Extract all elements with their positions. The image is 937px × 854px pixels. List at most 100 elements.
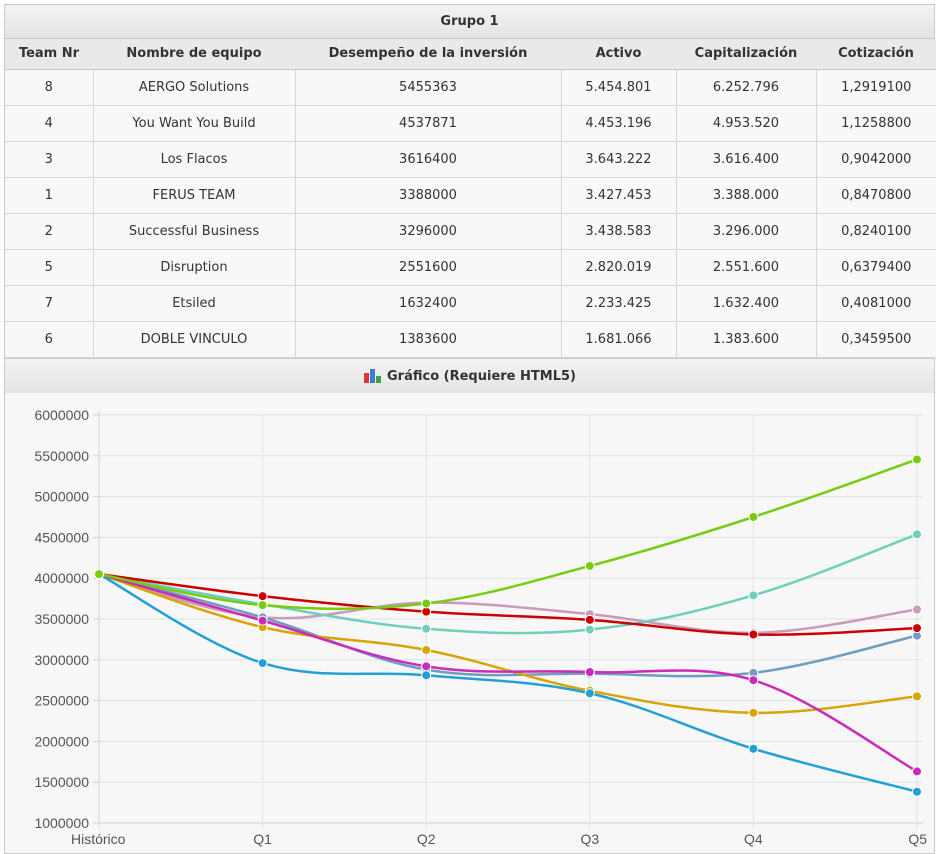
table-row[interactable]: 7 Etsiled 1632400 2.233.425 1.632.400 0,40810…: [5, 285, 936, 322]
data-point: [912, 691, 922, 702]
data-point: [748, 707, 759, 718]
capitalization-cell: 2.551.600: [676, 249, 817, 286]
line-chart: 1000000 1500000 2000000 2500000 3000000 35000…: [5, 393, 934, 853]
assets-cell: 5.454.801: [561, 69, 677, 106]
capitalization-cell: 6.252.796: [676, 69, 817, 106]
capitalization-cell: 3.296.000: [676, 213, 817, 250]
data-point: [584, 614, 595, 625]
data-point: [421, 645, 432, 656]
team-nr-cell: 7: [5, 285, 94, 322]
table-row[interactable]: 3 Los Flacos 3616400 3.643.222 3.616.400 0,90…: [5, 141, 936, 178]
chart-section-title: Gráfico (Requiere HTML5): [387, 368, 576, 384]
bar-chart-icon: [363, 368, 383, 384]
data-point: [584, 667, 595, 678]
team-name-cell: Successful Business: [93, 213, 296, 250]
ranking-panel: Grupo 1 Team Nr Nombre de equipo Desempe…: [4, 4, 936, 854]
quote-cell: 0,8470800: [816, 177, 936, 214]
y-tick-label: 3000000: [34, 652, 89, 668]
data-point: [421, 670, 432, 681]
table-row[interactable]: 1 FERUS TEAM 3388000 3.427.453 3.388.000 0,84…: [5, 177, 936, 214]
team-name-cell: Los Flacos: [93, 141, 296, 178]
group-title: Grupo 1: [5, 5, 934, 39]
data-point: [257, 600, 268, 611]
assets-cell: 3.427.453: [561, 177, 677, 214]
team-nr-cell: 3: [5, 141, 94, 178]
data-point: [912, 604, 922, 615]
team-nr-cell: 4: [5, 105, 94, 142]
team-name-cell: You Want You Build: [93, 105, 296, 142]
x-tick-label: Histórico: [71, 831, 126, 847]
table-row[interactable]: 2 Successful Business 3296000 3.438.583 3.29…: [5, 213, 936, 250]
assets-cell: 3.643.222: [561, 141, 677, 178]
capitalization-cell: 3.616.400: [676, 141, 817, 178]
assets-cell: 1.681.066: [561, 321, 677, 358]
x-tick-label: Q2: [417, 831, 436, 847]
y-tick-label: 2500000: [34, 693, 89, 709]
investment-performance-cell: 1632400: [295, 285, 562, 322]
y-tick-label: 4500000: [34, 529, 89, 545]
line-chart-svg: 1000000 1500000 2000000 2500000 3000000 35000…: [34, 407, 927, 847]
assets-cell: 4.453.196: [561, 105, 677, 142]
table-header-row: Team Nr Nombre de equipo Desempeño de la…: [5, 39, 936, 70]
table-row[interactable]: 4 You Want You Build 4537871 4.453.196 4.953…: [5, 105, 936, 142]
data-point: [584, 560, 595, 571]
series-line: [98, 573, 918, 793]
data-point: [257, 615, 268, 626]
team-name-cell: DOBLE VINCULO: [93, 321, 296, 358]
capitalization-cell: 1.383.600: [676, 321, 817, 358]
team-name-cell: Etsiled: [93, 285, 296, 322]
series-line: [98, 533, 918, 635]
series-line: [98, 458, 918, 611]
assets-cell: 2.820.019: [561, 249, 677, 286]
investment-performance-cell: 3296000: [295, 213, 562, 250]
data-point: [912, 786, 922, 797]
column-header-assets[interactable]: Activo: [561, 39, 676, 70]
data-point: [584, 624, 595, 635]
team-name-cell: Disruption: [93, 249, 296, 286]
column-header-capitalization[interactable]: Capitalización: [676, 39, 816, 70]
data-point: [912, 529, 922, 540]
quote-cell: 0,8240100: [816, 213, 936, 250]
series-line: [98, 572, 918, 773]
quote-cell: 0,4081000: [816, 285, 936, 322]
column-header-team-nr[interactable]: Team Nr: [5, 39, 93, 70]
table-row[interactable]: 6 DOBLE VINCULO 1383600 1.681.066 1.383.600 0…: [5, 321, 936, 358]
capitalization-cell: 4.953.520: [676, 105, 817, 142]
data-point: [912, 766, 922, 777]
data-point: [748, 629, 759, 640]
quote-cell: 1,1258800: [816, 105, 936, 142]
quote-cell: 1,2919100: [816, 69, 936, 106]
team-nr-cell: 6: [5, 321, 94, 358]
quote-cell: 0,6379400: [816, 249, 936, 286]
investment-performance-cell: 4537871: [295, 105, 562, 142]
series-line: [98, 572, 918, 678]
column-header-investment-performance[interactable]: Desempeño de la inversión: [295, 39, 561, 70]
series-line: [98, 572, 918, 636]
assets-cell: 2.233.425: [561, 285, 677, 322]
team-name-cell: FERUS TEAM: [93, 177, 296, 214]
data-point: [257, 658, 268, 669]
chart-section-header: Gráfico (Requiere HTML5): [5, 357, 934, 395]
y-tick-label: 5000000: [34, 489, 89, 505]
column-header-quote[interactable]: Cotización: [816, 39, 936, 70]
data-point: [421, 661, 432, 672]
y-tick-label: 5500000: [34, 448, 89, 464]
table-row[interactable]: 5 Disruption 2551600 2.820.019 2.551.600 0,63…: [5, 249, 936, 286]
table-row[interactable]: 8 AERGO Solutions 5455363 5.454.801 6.252.79…: [5, 69, 936, 106]
investment-performance-cell: 5455363: [295, 69, 562, 106]
data-point: [94, 569, 104, 580]
data-point: [912, 623, 922, 634]
column-header-team-name[interactable]: Nombre de equipo: [93, 39, 295, 70]
x-tick-label: Q3: [580, 831, 599, 847]
quote-cell: 0,3459500: [816, 321, 936, 358]
data-point: [912, 454, 922, 465]
data-point: [421, 606, 432, 617]
x-tick-label: Q4: [744, 831, 763, 847]
data-point: [421, 623, 432, 634]
data-point: [748, 743, 759, 754]
investment-performance-cell: 3388000: [295, 177, 562, 214]
team-nr-cell: 8: [5, 69, 94, 106]
team-nr-cell: 5: [5, 249, 94, 286]
capitalization-cell: 1.632.400: [676, 285, 817, 322]
y-tick-label: 6000000: [34, 407, 89, 423]
